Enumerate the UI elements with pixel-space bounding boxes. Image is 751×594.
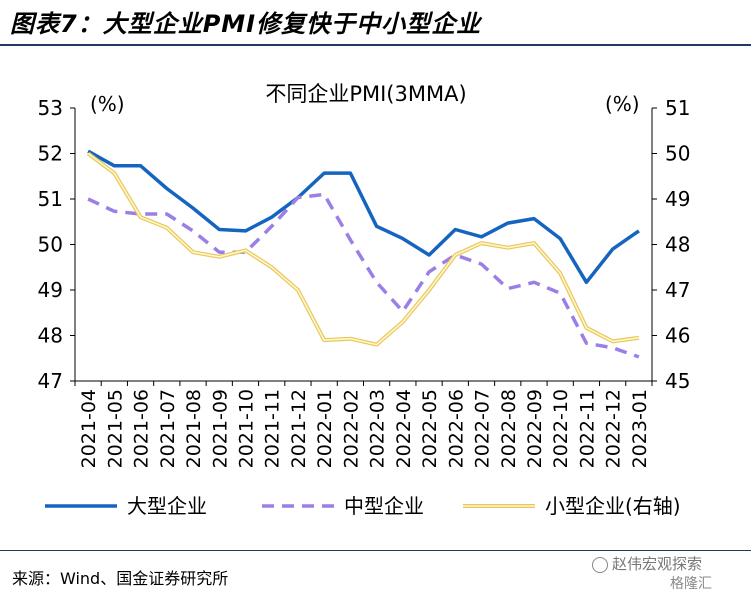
legend-label: 中型企业 [344, 494, 424, 518]
y-tick-label-left: 52 [38, 142, 63, 166]
x-tick-label: 2022-04 [393, 389, 415, 468]
x-tick-label: 2023-01 [629, 389, 651, 468]
x-tick-label: 2021-11 [262, 389, 284, 468]
x-tick-label: 2021-09 [209, 389, 231, 468]
x-tick-label: 2021-07 [157, 389, 179, 468]
watermark-text: 赵伟宏观探索 [612, 555, 703, 573]
y-tick-label-left: 51 [38, 187, 63, 211]
left-axis-unit: (%) [90, 92, 125, 116]
x-tick-label: 2022-12 [603, 389, 625, 468]
x-tick-label: 2022-09 [524, 389, 546, 468]
series-line-small [87, 152, 640, 346]
y-tick-label-left: 53 [38, 96, 63, 120]
y-tick-label-right: 46 [665, 324, 690, 348]
x-tick-label: 2022-07 [472, 389, 494, 468]
y-tick-label-right: 49 [665, 187, 690, 211]
y-tick-label-left: 49 [38, 278, 63, 302]
footer-rule [0, 550, 751, 551]
watermark: 赵伟宏观探索 [592, 553, 702, 574]
y-tick-label-right: 47 [665, 278, 690, 302]
figure-title: 图表7：大型企业PMI修复快于中小型企业 [10, 10, 482, 38]
header-rule [0, 44, 751, 46]
series-line-large [87, 149, 640, 285]
y-tick-label-right: 50 [665, 142, 690, 166]
watermark-sub: 格隆汇 [670, 576, 712, 592]
x-tick-label: 2021-10 [235, 389, 257, 468]
x-tick-label: 2021-12 [288, 389, 310, 468]
y-tick-label-right: 45 [665, 369, 690, 393]
x-tick-label: 2022-01 [314, 389, 336, 468]
x-tick-label: 2022-02 [340, 389, 362, 468]
wechat-icon [592, 556, 608, 573]
series-line-small-outer [86, 151, 640, 347]
series-line-medium [87, 192, 640, 359]
x-tick-label: 2021-06 [131, 389, 153, 468]
x-tick-label: 2022-10 [550, 389, 572, 468]
legend-label: 小型企业(右轴) [545, 494, 681, 518]
right-axis-unit: (%) [605, 92, 640, 116]
y-tick-label-left: 50 [38, 233, 63, 257]
chart-title: 不同企业PMI(3MMA) [265, 82, 466, 106]
source-note: 来源：Wind、国金证券研究所 [12, 569, 229, 588]
x-tick-label: 2022-11 [576, 389, 598, 468]
x-tick-label: 2021-08 [183, 389, 205, 468]
y-tick-label-left: 48 [38, 324, 63, 348]
y-tick-label-right: 51 [665, 96, 690, 120]
y-tick-label-left: 47 [38, 369, 63, 393]
x-tick-label: 2022-05 [419, 389, 441, 468]
x-tick-label: 2022-08 [498, 389, 520, 468]
x-tick-label: 2021-04 [78, 389, 100, 468]
y-tick-label-right: 48 [665, 233, 690, 257]
x-tick-label: 2022-03 [367, 389, 389, 468]
x-tick-label: 2022-06 [445, 389, 467, 468]
legend-label: 大型企业 [127, 494, 207, 518]
x-tick-label: 2021-05 [104, 389, 126, 468]
